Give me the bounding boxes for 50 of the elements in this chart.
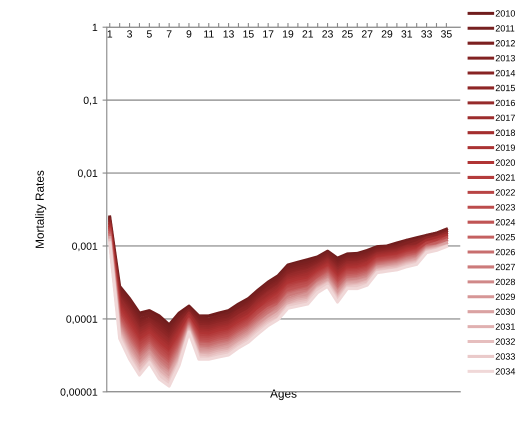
x-tick-label: 25 bbox=[342, 30, 353, 38]
legend-label: 2017 bbox=[496, 114, 515, 122]
x-tick-label: 9 bbox=[186, 30, 192, 38]
y-tick-label: 0,00001 bbox=[60, 388, 98, 397]
x-tick-label: 7 bbox=[166, 30, 172, 38]
legend-label: 2027 bbox=[496, 264, 515, 270]
legend-label: 2020 bbox=[496, 159, 516, 166]
x-tick-label: 21 bbox=[302, 30, 314, 38]
y-tick-label: 0,001 bbox=[72, 242, 98, 252]
x-tick-label: 3 bbox=[127, 30, 132, 38]
x-tick-label: 27 bbox=[362, 30, 372, 38]
legend-label: 2011 bbox=[496, 25, 514, 32]
legend-label: 2021 bbox=[496, 174, 515, 181]
legend-label: 2014 bbox=[496, 70, 516, 76]
legend-label: 2031 bbox=[496, 323, 515, 330]
y-tick-label: 1 bbox=[92, 24, 98, 31]
x-tick-label: 11 bbox=[204, 30, 214, 38]
x-tick-label: 15 bbox=[243, 30, 254, 38]
x-tick-label: 23 bbox=[322, 30, 333, 38]
y-tick-label: 0,0001 bbox=[66, 315, 98, 324]
legend-label: 2033 bbox=[496, 353, 515, 360]
x-tick-label: 31 bbox=[401, 30, 412, 38]
legend-label: 2023 bbox=[496, 204, 515, 211]
x-tick-label: 33 bbox=[421, 30, 432, 38]
x-tick-label: 5 bbox=[146, 30, 152, 38]
legend-label: 2012 bbox=[496, 40, 515, 46]
legend-label: 2013 bbox=[496, 54, 515, 62]
legend-label: 2015 bbox=[496, 84, 516, 92]
legend-label: 2029 bbox=[496, 294, 515, 300]
legend-label: 2028 bbox=[496, 278, 515, 286]
legend-label: 2010 bbox=[496, 10, 516, 17]
legend-label: 2032 bbox=[496, 338, 515, 345]
legend-label: 2026 bbox=[496, 248, 515, 256]
x-tick-label: 29 bbox=[382, 30, 392, 38]
legend-label: 2019 bbox=[496, 144, 515, 151]
x-tick-label: 1 bbox=[108, 30, 112, 38]
y-tick-label: 0,1 bbox=[84, 96, 98, 106]
y-tick-label: 0,01 bbox=[78, 170, 98, 178]
legend-label: 2034 bbox=[496, 368, 516, 375]
legend-label: 2025 bbox=[496, 234, 516, 240]
x-tick-label: 13 bbox=[224, 30, 234, 38]
legend-label: 2024 bbox=[496, 219, 516, 226]
x-tick-label: 19 bbox=[282, 30, 294, 38]
x-tick-label: 35 bbox=[440, 30, 452, 38]
legend-label: 2030 bbox=[496, 308, 516, 315]
y-axis-title: Mortality Rates bbox=[35, 170, 46, 248]
legend-label: 2016 bbox=[496, 100, 515, 106]
x-tick-label: 17 bbox=[263, 30, 274, 38]
legend-label: 2022 bbox=[496, 189, 515, 196]
legend-label: 2018 bbox=[496, 130, 515, 136]
